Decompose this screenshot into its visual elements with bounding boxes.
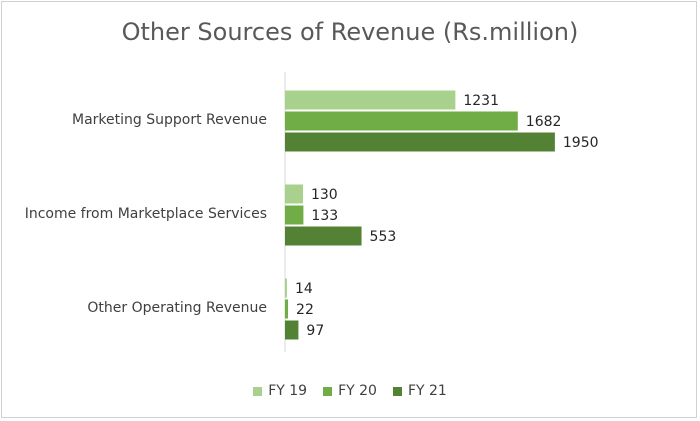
data-label: 97	[306, 323, 324, 339]
legend: FY 19 FY 20 FY 21	[0, 383, 700, 399]
category-label: Other Operating Revenue	[87, 300, 267, 316]
legend-swatch	[323, 386, 333, 396]
category-labels: Marketing Support Revenue Income from Mar…	[25, 112, 267, 316]
data-label: 1231	[463, 93, 499, 109]
data-label: 553	[370, 229, 397, 245]
bar-chart-plot: Marketing Support Revenue Income from Mar…	[25, 72, 599, 352]
legend-label: FY 21	[407, 383, 447, 399]
legend-item: FY 21	[392, 383, 447, 399]
bar-fy-21	[285, 226, 362, 246]
data-label: 1682	[526, 114, 562, 130]
bar-fy-20	[285, 299, 289, 319]
legend-label: FY 20	[338, 383, 377, 399]
bar-fy-21	[285, 320, 299, 340]
chart-title: Other Sources of Revenue (Rs.million)	[121, 18, 579, 46]
bar-fy-21	[285, 132, 555, 152]
data-label: 1950	[563, 135, 599, 151]
bar-fy-19	[285, 278, 287, 298]
category-label: Marketing Support Revenue	[72, 112, 267, 128]
data-label: 22	[296, 302, 314, 318]
data-label: 14	[295, 281, 313, 297]
legend-item: FY 19	[253, 383, 307, 399]
category-label: Income from Marketplace Services	[25, 206, 267, 222]
bar-fy-20	[285, 111, 518, 131]
bars	[285, 90, 555, 340]
bar-fy-19	[285, 90, 456, 110]
data-label: 130	[311, 187, 338, 203]
data-label: 133	[311, 208, 338, 224]
bar-fy-20	[285, 205, 304, 225]
bar-fy-19	[285, 184, 303, 204]
legend-item: FY 20	[323, 383, 377, 399]
legend-swatch	[392, 386, 402, 396]
legend-swatch	[253, 386, 263, 396]
legend-label: FY 19	[268, 383, 308, 399]
